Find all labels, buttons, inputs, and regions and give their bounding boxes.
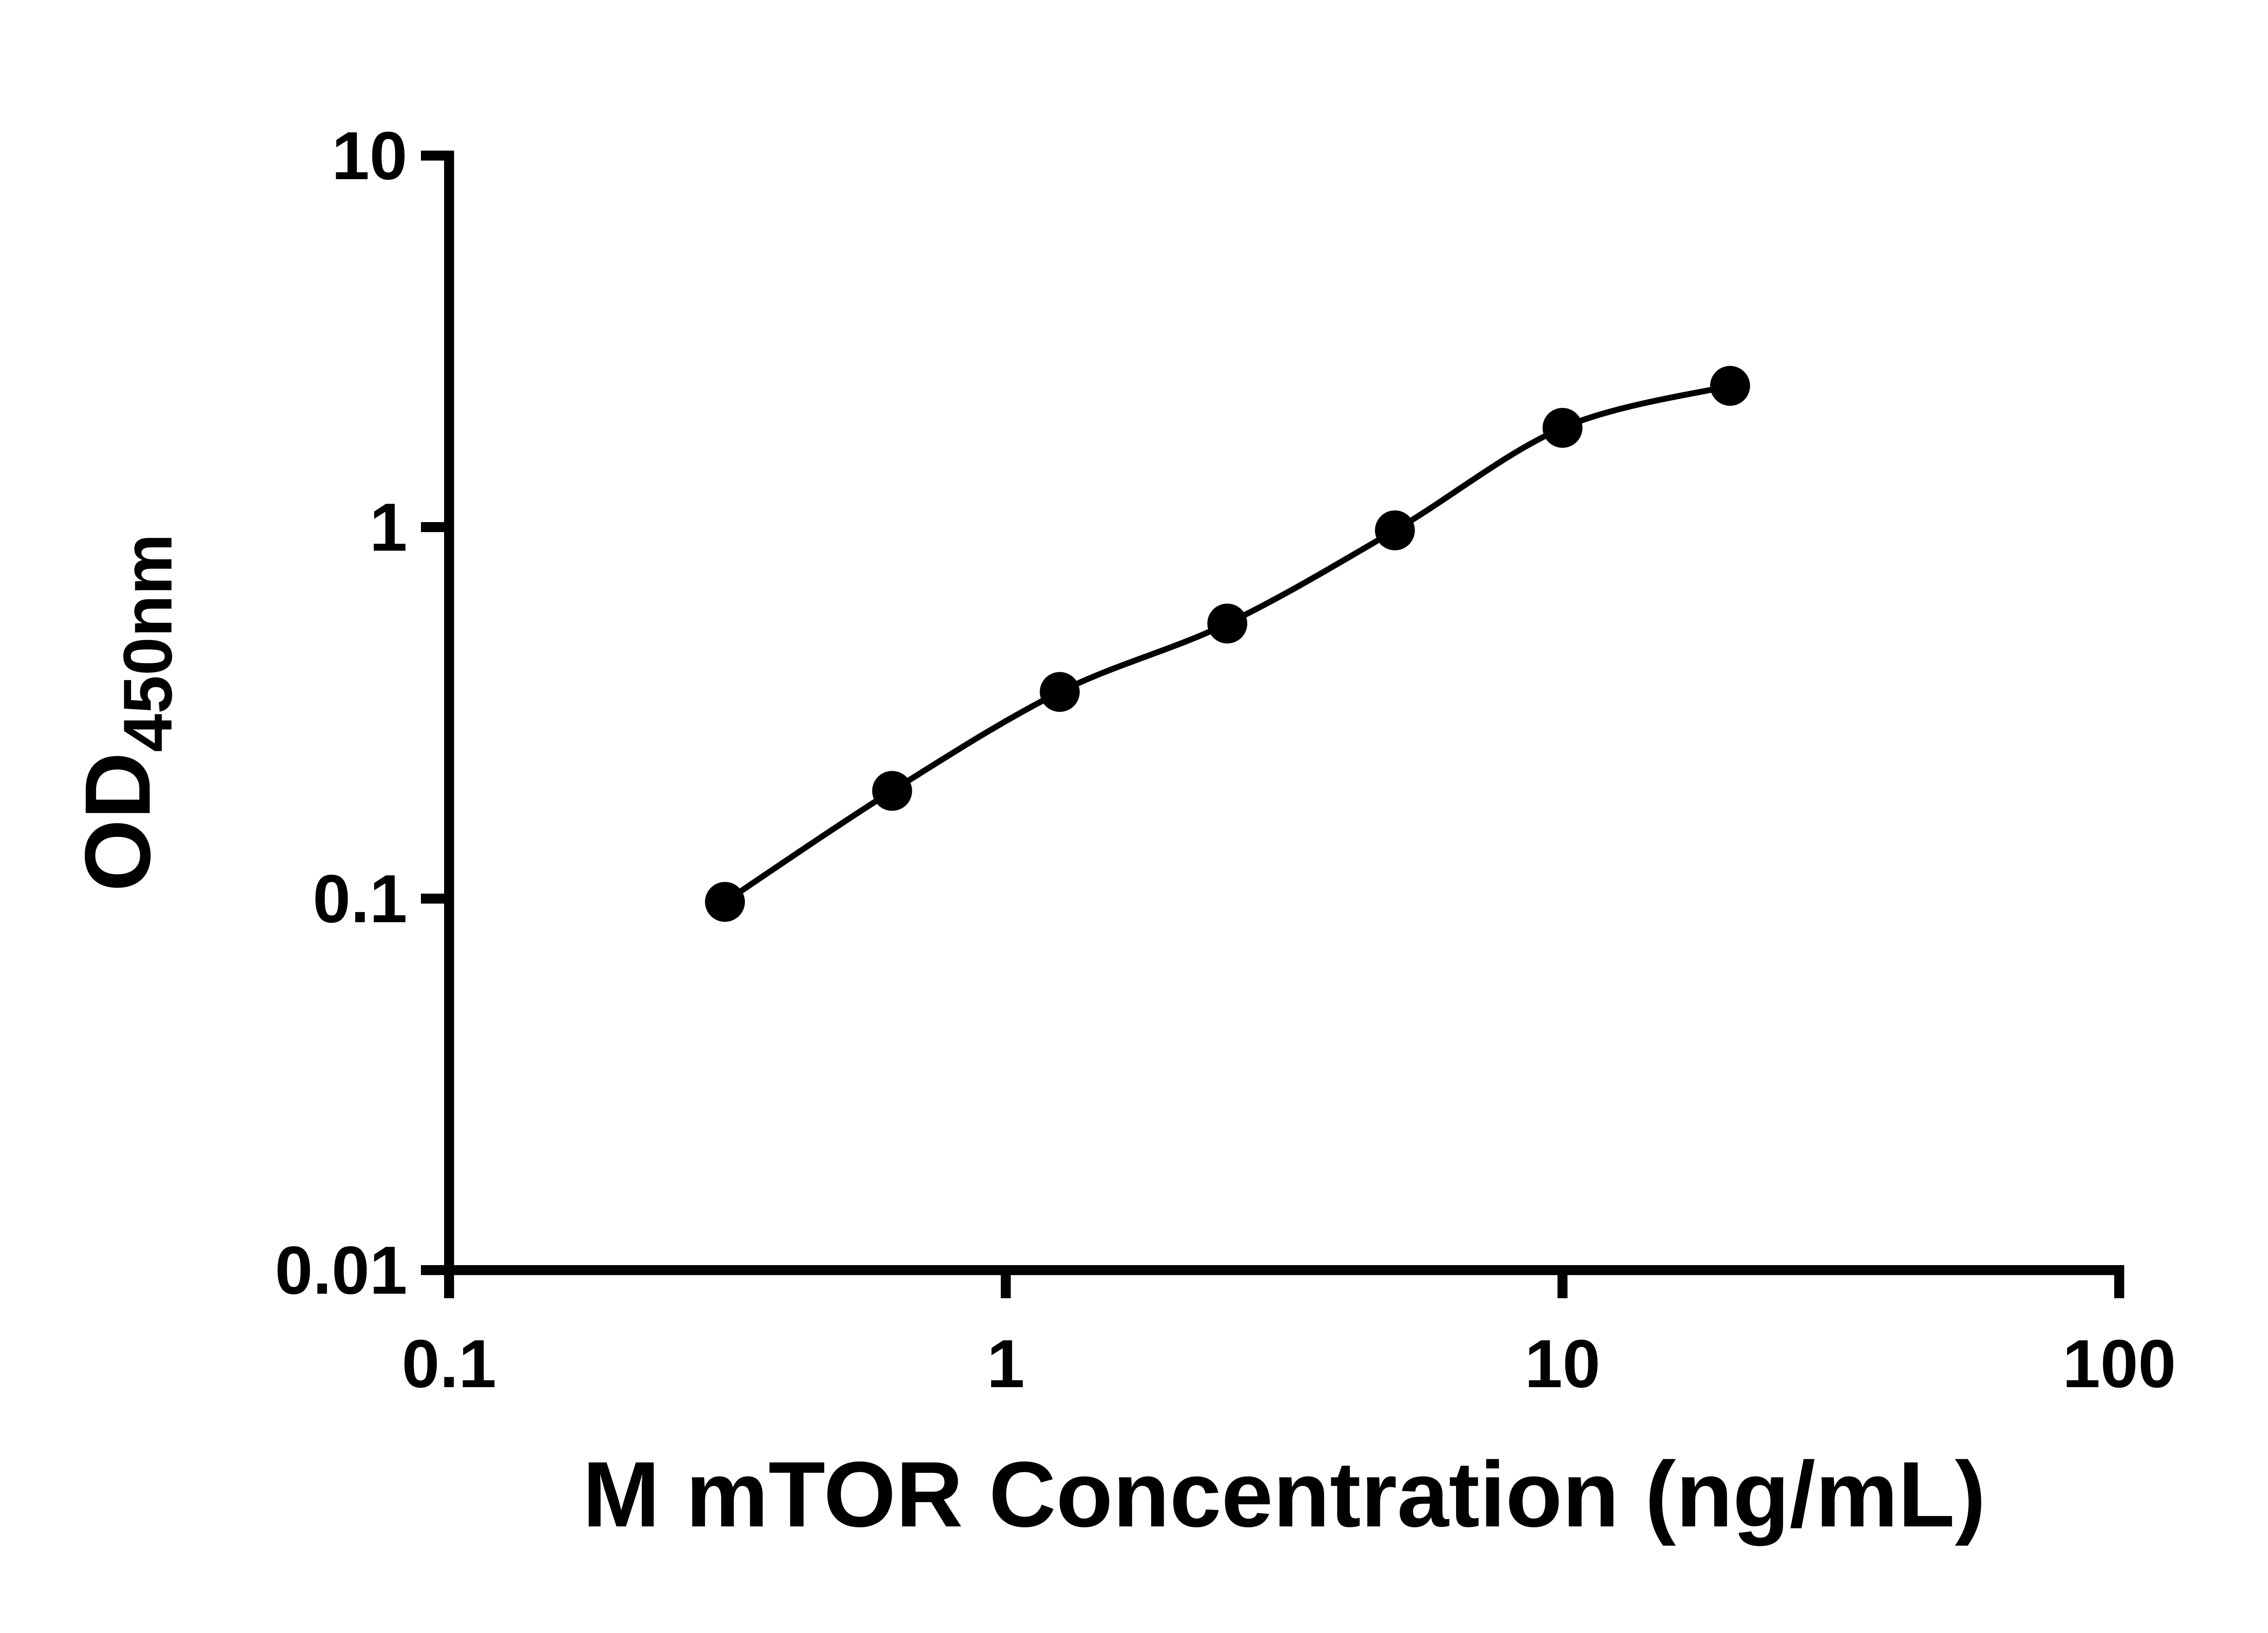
data-point — [1207, 603, 1247, 644]
y-tick-label: 1 — [370, 489, 407, 565]
x-tick-label: 100 — [2063, 1325, 2176, 1402]
axes-frame — [444, 151, 2124, 1275]
x-tick-label: 0.1 — [402, 1325, 497, 1402]
data-point — [1375, 510, 1415, 551]
y-axis-title-main: OD — [66, 752, 170, 892]
y-axis-title-sub: 450nm — [109, 533, 186, 752]
fit-curve — [723, 383, 1731, 905]
x-axis-title: M mTOR Concentration (ng/mL) — [582, 1442, 1986, 1546]
data-point — [1040, 672, 1080, 712]
data-point — [872, 771, 912, 811]
y-tick-label: 10 — [332, 117, 407, 194]
data-point — [1710, 366, 1750, 406]
x-tick-label: 10 — [1525, 1325, 1600, 1402]
y-tick-label: 0.1 — [313, 861, 407, 937]
plot-area: 0.1 1 10 100 0.01 0.1 1 10 — [275, 117, 2176, 1402]
data-point — [1542, 408, 1583, 448]
x-tick-label: 1 — [987, 1325, 1025, 1402]
y-axis-title: OD450nm — [66, 533, 186, 891]
y-tick-label: 0.01 — [275, 1232, 407, 1308]
data-point — [705, 882, 745, 922]
